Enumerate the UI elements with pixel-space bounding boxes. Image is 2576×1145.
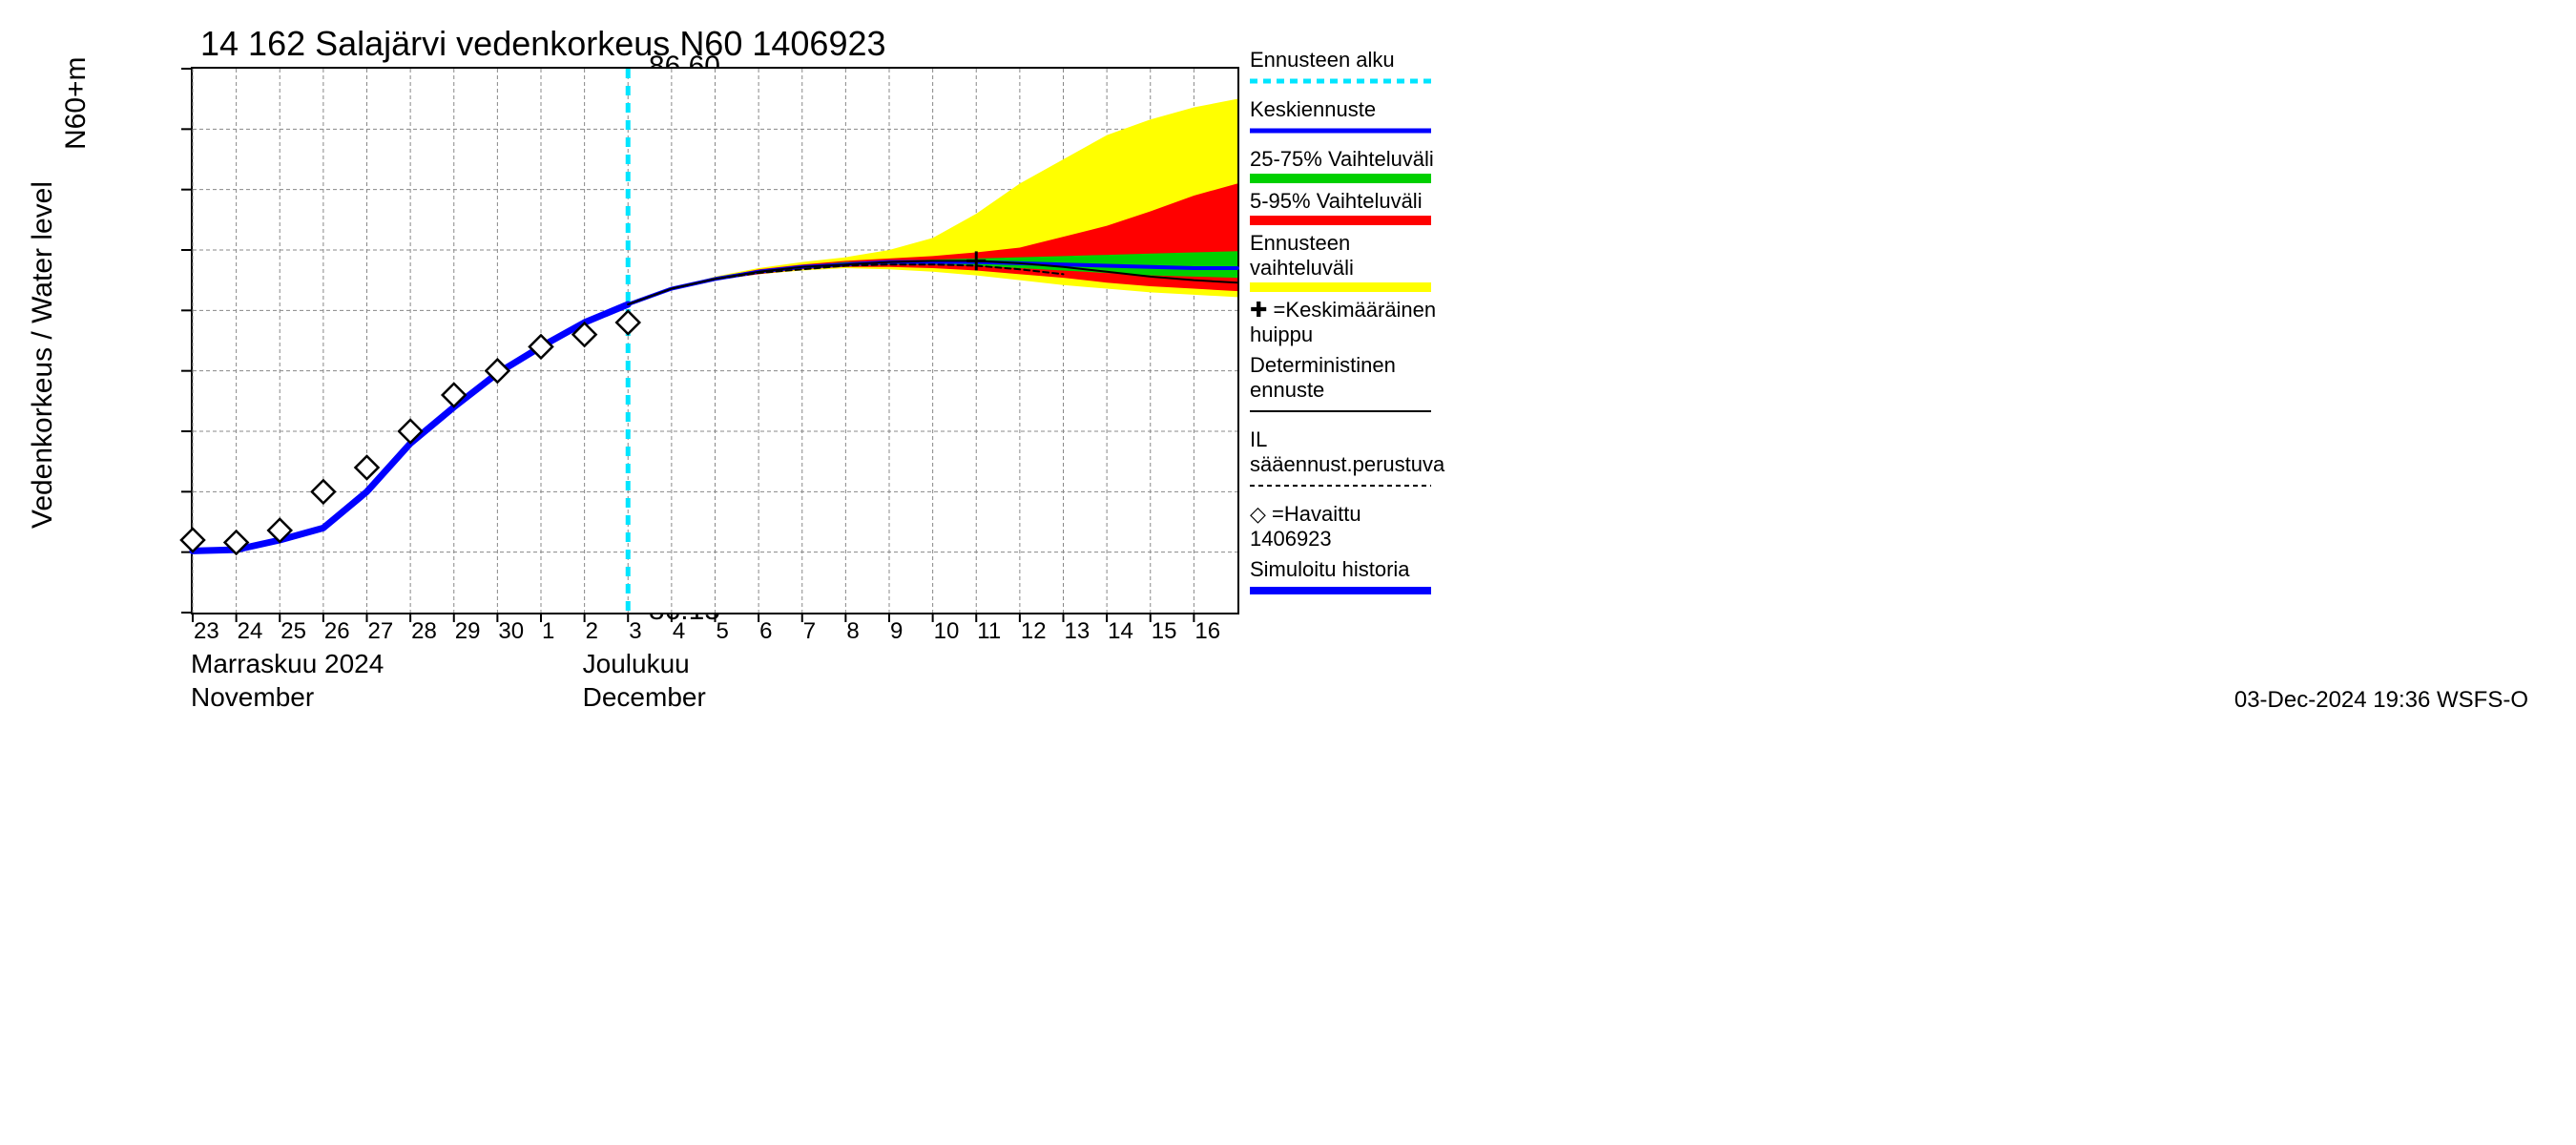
legend-label: IL sääennust.perustuva: [1250, 427, 1441, 477]
legend-item: ◇ =Havaittu 1406923: [1250, 502, 1441, 552]
legend-label: Deterministinen ennuste: [1250, 353, 1441, 403]
legend-item: Keskiennuste: [1250, 97, 1441, 141]
legend-item: Ennusteen vaihteluväli: [1250, 231, 1441, 292]
chart-title: 14 162 Salajärvi vedenkorkeus N60 140692…: [200, 24, 886, 64]
month-label-en: December: [583, 682, 706, 713]
legend-label: Ennusteen alku: [1250, 48, 1441, 73]
legend-label: Simuloitu historia: [1250, 557, 1441, 582]
month-label: Joulukuu: [583, 649, 690, 679]
legend-item: 5-95% Vaihteluväli: [1250, 189, 1441, 225]
legend-swatch: [1250, 174, 1431, 183]
observed-marker: [312, 480, 335, 503]
legend-swatch: [1250, 282, 1431, 292]
plot-svg: [193, 69, 1237, 613]
x-tick-label: 14: [1108, 618, 1133, 645]
legend-line-swatch: [1250, 480, 1431, 491]
x-tick-label: 6: [759, 618, 772, 645]
legend-item: Ennusteen alku: [1250, 48, 1441, 92]
plot-area: [191, 67, 1239, 614]
legend-line-swatch: [1250, 406, 1431, 417]
legend-item: 25-75% Vaihteluväli: [1250, 147, 1441, 183]
legend-line-swatch: [1250, 75, 1431, 87]
x-tick-label: 12: [1021, 618, 1047, 645]
x-tick-label: 5: [717, 618, 729, 645]
x-tick-label: 10: [934, 618, 960, 645]
legend-item: Simuloitu historia: [1250, 557, 1441, 601]
observed-marker: [616, 311, 639, 334]
legend-swatch: [1250, 216, 1431, 225]
legend-label: Ennusteen vaihteluväli: [1250, 231, 1441, 281]
legend-line-swatch: [1250, 125, 1431, 136]
month-label: Marraskuu 2024: [191, 649, 384, 679]
x-tick-label: 27: [368, 618, 394, 645]
observed-marker: [356, 456, 379, 479]
x-tick-label: 8: [846, 618, 859, 645]
x-tick-label: 26: [324, 618, 350, 645]
legend-label: ✚ =Keskimääräinen huippu: [1250, 298, 1441, 347]
x-tick-label: 4: [673, 618, 685, 645]
y-axis-unit-label: N60+m: [60, 56, 93, 150]
legend-item: Deterministinen ennuste: [1250, 353, 1441, 422]
legend-label: Keskiennuste: [1250, 97, 1441, 122]
x-tick-label: 7: [803, 618, 816, 645]
x-tick-label: 29: [455, 618, 481, 645]
legend-label: 5-95% Vaihteluväli: [1250, 189, 1441, 214]
x-tick-label: 15: [1152, 618, 1177, 645]
x-tick-label: 28: [411, 618, 437, 645]
x-tick-label: 30: [498, 618, 524, 645]
x-tick-label: 13: [1065, 618, 1091, 645]
legend-line-swatch: [1250, 585, 1431, 596]
legend-item: ✚ =Keskimääräinen huippu: [1250, 298, 1441, 347]
x-tick-label: 2: [586, 618, 598, 645]
x-tick-label: 1: [542, 618, 554, 645]
x-tick-label: 11: [977, 618, 1001, 645]
x-tick-label: 23: [194, 618, 219, 645]
legend-item: IL sääennust.perustuva: [1250, 427, 1441, 496]
legend-label: ◇ =Havaittu 1406923: [1250, 502, 1441, 552]
month-label-en: November: [191, 682, 314, 713]
legend-label: 25-75% Vaihteluväli: [1250, 147, 1441, 172]
x-tick-label: 9: [890, 618, 903, 645]
x-tick-label: 16: [1195, 618, 1220, 645]
legend: Ennusteen alku Keskiennuste 25-75% Vaihtel…: [1250, 48, 1441, 607]
x-tick-label: 25: [280, 618, 306, 645]
x-tick-label: 24: [238, 618, 263, 645]
timestamp: 03-Dec-2024 19:36 WSFS-O: [2234, 687, 2528, 714]
x-tick-label: 3: [629, 618, 641, 645]
chart-container: 14 162 Salajärvi vedenkorkeus N60 140692…: [19, 19, 2557, 1126]
